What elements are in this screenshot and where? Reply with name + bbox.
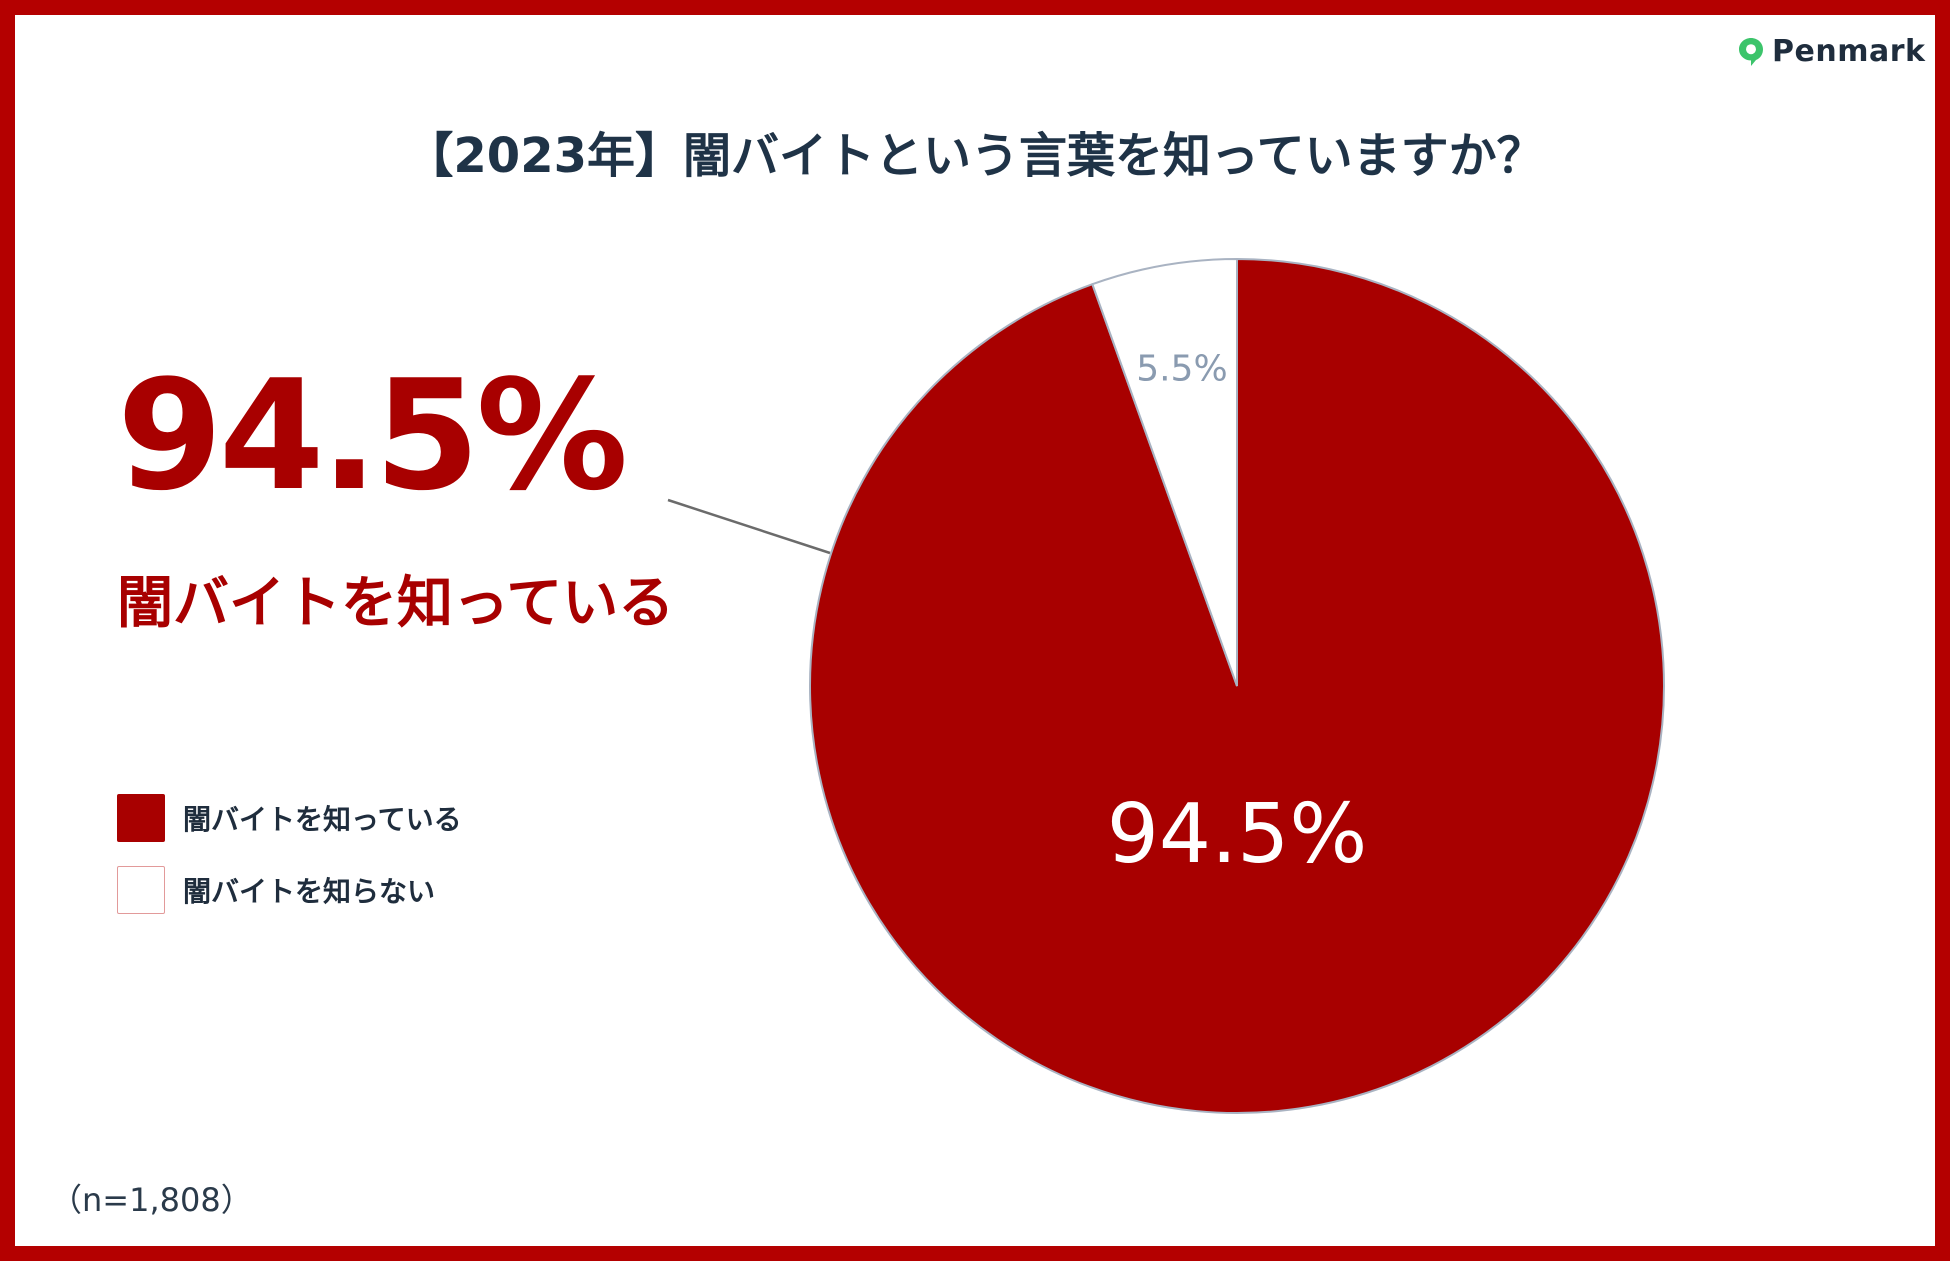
legend-label-unaware: 闇バイトを知らない xyxy=(183,875,436,908)
brand-name: Penmark xyxy=(1772,34,1926,69)
leader-line xyxy=(667,498,831,555)
legend-item-unaware: 闇バイトを知らない xyxy=(117,865,462,915)
legend-swatch-unaware xyxy=(117,866,165,914)
highlight-label: 闇バイトを知っている xyxy=(117,571,675,636)
brand-logo: Penmark xyxy=(1738,34,1925,69)
pie-label-unaware: 5.5% xyxy=(1136,349,1227,390)
pie-label-aware: 94.5% xyxy=(1107,787,1368,882)
pie-slice-unaware xyxy=(1091,257,1238,687)
penmark-logo-icon xyxy=(1739,37,1763,66)
legend-label-aware: 闇バイトを知っている xyxy=(183,803,462,836)
chart-title: 【2023年】闇バイトという言葉を知っていますか？ xyxy=(405,128,1545,184)
legend-item-aware: 闇バイトを知っている xyxy=(117,793,462,843)
highlight-percent: 94.5% xyxy=(117,347,628,524)
sample-size-note: （n=1,808） xyxy=(50,1181,253,1219)
legend: 闇バイトを知っている 闇バイトを知らない xyxy=(117,793,462,937)
legend-swatch-aware xyxy=(117,794,165,842)
